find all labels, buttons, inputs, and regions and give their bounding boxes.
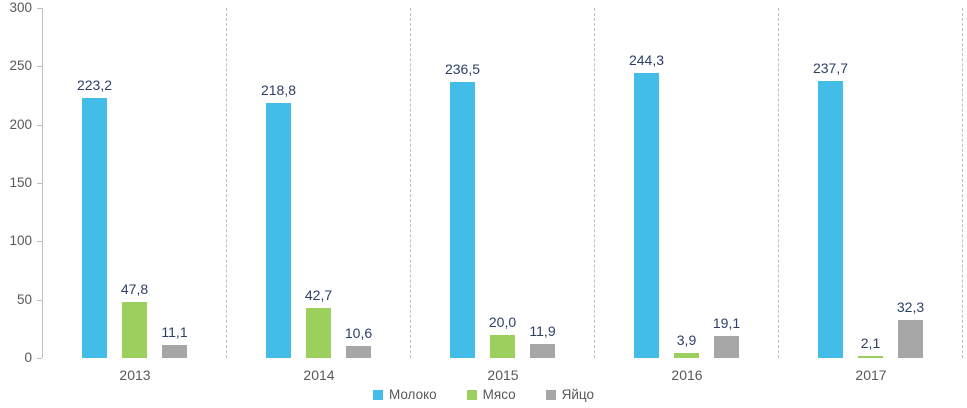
bar xyxy=(858,355,883,358)
bar-slot: 236,5 xyxy=(445,8,480,358)
x-axis-label: 2014 xyxy=(303,367,335,383)
x-axis-label: 2013 xyxy=(119,367,151,383)
bar xyxy=(122,302,147,358)
bar-group: 237,7 2,1 32,3 xyxy=(779,8,963,358)
legend-item: Молоко xyxy=(372,387,437,402)
bar xyxy=(82,97,107,358)
legend-label: Молоко xyxy=(388,387,437,402)
legend: Молоко Мясо Яйцо xyxy=(0,387,967,402)
y-axis-tick xyxy=(37,241,42,243)
bar-slot: 237,7 xyxy=(813,8,848,358)
bar xyxy=(346,345,371,358)
y-axis-tick xyxy=(37,8,42,9)
y-axis: 0 50 100 150 200 250 300 xyxy=(0,0,34,408)
y-axis-tick-label: 200 xyxy=(9,116,32,132)
bar xyxy=(530,344,555,358)
bar-slot: 47,8 xyxy=(120,8,149,358)
bar-value-label: 19,1 xyxy=(712,314,741,331)
y-axis-line xyxy=(42,8,43,358)
bar xyxy=(266,102,291,358)
bar-value-label: 11,1 xyxy=(161,324,188,341)
bar-slot: 32,3 xyxy=(896,8,925,358)
plot-area: 223,2 47,8 11,1 218,8 42,7 10,6 236,5 20,0 11,9 2… xyxy=(43,8,963,358)
bar-slot: 11,1 xyxy=(161,8,188,358)
bar-slot: 11,9 xyxy=(529,8,556,358)
bar xyxy=(714,335,739,358)
bar-slot: 42,7 xyxy=(304,8,333,358)
bar xyxy=(674,353,699,358)
bar xyxy=(634,72,659,358)
bar-value-label: 2,1 xyxy=(860,334,881,351)
bar-value-label: 32,3 xyxy=(896,299,925,316)
bar-value-label: 20,0 xyxy=(488,313,517,330)
bar xyxy=(818,80,843,358)
bar-value-label: 3,9 xyxy=(676,332,697,349)
legend-item: Яйцо xyxy=(545,387,595,402)
bar-value-label: 236,5 xyxy=(444,61,481,78)
bar-value-label: 237,7 xyxy=(812,59,849,76)
legend-swatch-milk xyxy=(372,389,383,400)
bar-group: 218,8 42,7 10,6 xyxy=(227,8,411,358)
y-axis-tick-label: 150 xyxy=(9,175,32,190)
y-axis-tick-label: 300 xyxy=(9,0,32,15)
y-axis-tick xyxy=(37,124,42,126)
y-axis-tick xyxy=(37,358,42,359)
bar-slot: 20,0 xyxy=(488,8,517,358)
bar-slot: 19,1 xyxy=(712,8,741,358)
bar-slot: 3,9 xyxy=(674,8,699,358)
bar-value-label: 244,3 xyxy=(628,51,665,68)
bar-group: 236,5 20,0 11,9 xyxy=(411,8,595,358)
bar-value-label: 11,9 xyxy=(529,323,556,340)
legend-label: Яйцо xyxy=(561,387,595,402)
y-axis-tick xyxy=(37,66,42,68)
bar-slot: 218,8 xyxy=(261,8,296,358)
y-axis-tick-label: 0 xyxy=(24,350,32,365)
bar-value-label: 10,6 xyxy=(344,324,373,341)
legend-swatch-meat xyxy=(466,389,477,400)
bar-slot: 2,1 xyxy=(858,8,883,358)
y-axis-tick-label: 100 xyxy=(9,233,32,249)
bar-slot: 223,2 xyxy=(77,8,112,358)
bar-value-label: 218,8 xyxy=(260,81,297,98)
legend-swatch-egg xyxy=(545,389,556,400)
y-axis-tick xyxy=(37,183,42,184)
legend-label: Мясо xyxy=(482,387,516,402)
y-axis-tick-label: 250 xyxy=(9,58,32,74)
x-axis-label: 2017 xyxy=(855,367,887,383)
legend-item: Мясо xyxy=(466,387,516,402)
bar xyxy=(898,320,923,358)
y-axis-tick-label: 50 xyxy=(16,291,32,307)
bar-group: 223,2 47,8 11,1 xyxy=(43,8,227,358)
bar-value-label: 223,2 xyxy=(76,76,113,93)
bar-slot: 10,6 xyxy=(344,8,373,358)
bar-slot: 244,3 xyxy=(629,8,664,358)
x-axis-label: 2015 xyxy=(487,367,519,383)
bar-value-label: 47,8 xyxy=(120,281,149,298)
x-axis-label: 2016 xyxy=(671,367,703,383)
bar xyxy=(162,345,187,358)
bar-value-label: 42,7 xyxy=(304,287,333,304)
y-axis-tick xyxy=(37,299,42,301)
bar xyxy=(306,308,331,358)
x-axis: 2013 2014 2015 2016 2017 xyxy=(43,366,963,384)
bar-group: 244,3 3,9 19,1 xyxy=(595,8,779,358)
bar xyxy=(490,334,515,358)
bar xyxy=(450,82,475,358)
